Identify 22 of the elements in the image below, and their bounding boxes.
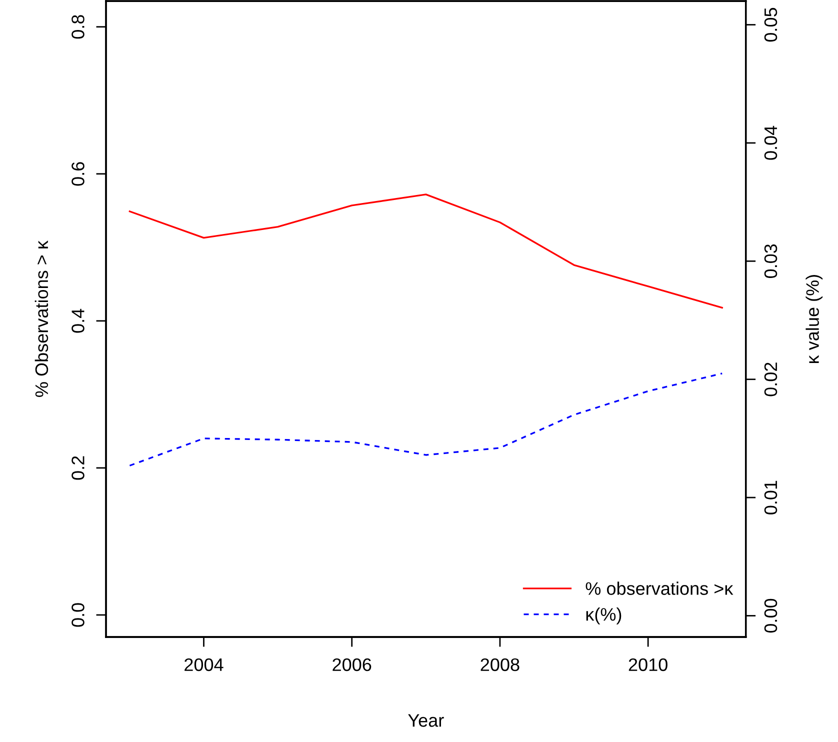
x-tick-label: 2004 [184,658,224,672]
y-tick-label: 0.0 [72,603,84,627]
x-axis-title: Year [408,714,444,727]
x-tick-label: 2008 [480,658,520,672]
y-tick-label: 0.4 [72,308,84,333]
y-axis-title: % Observations > κ [34,240,48,397]
line-series [128,372,723,466]
y2-tick-label: 0.01 [764,480,778,514]
legend-label: % observations >κ [586,582,734,595]
y2-tick-label: 0.02 [764,362,778,396]
y-tick-label: 0.8 [72,15,84,39]
legend-label: κ(%) [586,608,622,624]
y-tick-label: 0.6 [72,162,84,186]
y-tick-label: 0.2 [72,456,84,480]
x-tick-label: 2006 [332,658,372,672]
x-tick-label: 2010 [628,658,668,672]
y2-tick-label: 0.05 [764,8,778,42]
y2-tick-label: 0.04 [764,126,778,160]
y2-tick-label: 0.00 [764,598,778,633]
line-series [128,194,723,308]
y2-tick-label: 0.03 [764,244,778,278]
y2-axis-title: κ value (%) [806,275,823,363]
